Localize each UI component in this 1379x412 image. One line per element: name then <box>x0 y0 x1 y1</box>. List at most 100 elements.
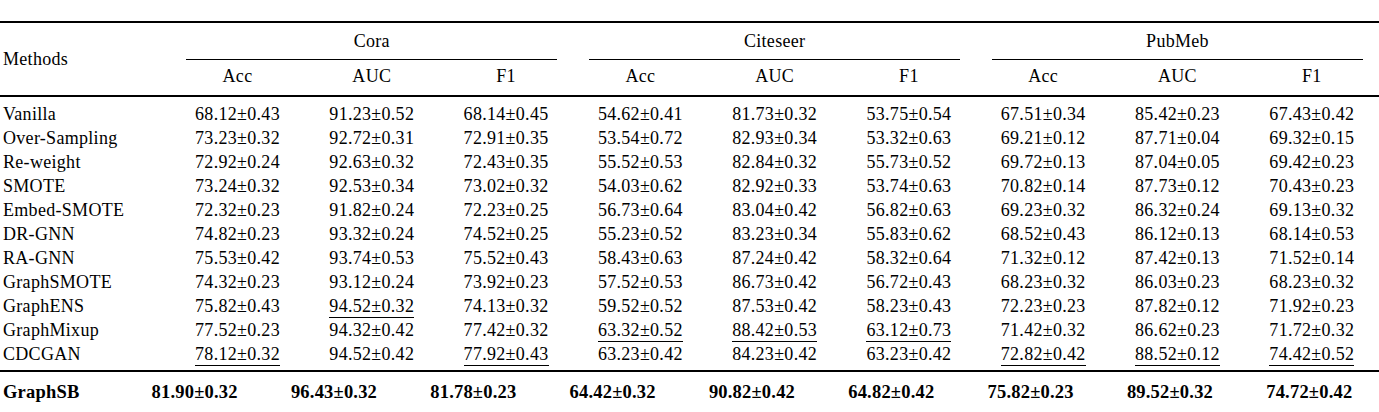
graphsb-values: 81.90±0.3296.43±0.3281.78±0.2364.42±0.32… <box>125 382 1379 403</box>
metric-value: 84.23±0.42 <box>707 342 841 370</box>
metric-value: 86.73±0.42 <box>707 270 841 294</box>
metric-value: 71.42±0.32 <box>976 318 1110 342</box>
graphsb-metric-value: 90.82±0.42 <box>682 382 821 403</box>
metric-value: 58.23±0.43 <box>842 294 976 318</box>
metric-value: 75.53±0.42 <box>170 246 304 270</box>
dataset-header-citeseer: Citeseer <box>573 22 976 60</box>
metric-value: 75.52±0.43 <box>439 246 573 270</box>
metric-value: 53.75±0.54 <box>842 96 976 126</box>
metric-value: 58.32±0.64 <box>842 246 976 270</box>
metric-header-citeseer-f1: F1 <box>842 60 976 96</box>
table-header: Methods Cora Citeseer PubMeb Acc AUC F1 … <box>0 22 1379 96</box>
metric-value: 70.82±0.14 <box>976 174 1110 198</box>
table-row: RA-GNN75.53±0.4293.74±0.5375.52±0.4358.4… <box>0 246 1379 270</box>
metric-value: 69.72±0.13 <box>976 150 1110 174</box>
table-row: Embed-SMOTE72.32±0.2391.82±0.2472.23±0.2… <box>0 198 1379 222</box>
metric-value: 68.52±0.43 <box>976 222 1110 246</box>
metric-value: 88.52±0.12 <box>1110 342 1244 370</box>
metric-value: 55.52±0.53 <box>573 150 707 174</box>
method-name: Re-weight <box>0 150 170 174</box>
metric-value: 83.23±0.34 <box>707 222 841 246</box>
metric-value: 85.42±0.23 <box>1110 96 1244 126</box>
method-name: Vanilla <box>0 96 170 126</box>
metric-value: 92.63±0.32 <box>305 150 439 174</box>
graphsb-result-row: GraphSB 81.90±0.3296.43±0.3281.78±0.2364… <box>0 370 1379 403</box>
metric-header-pubmeb-acc: Acc <box>976 60 1110 96</box>
table-row: Vanilla68.12±0.4391.23±0.5268.14±0.4554.… <box>0 96 1379 126</box>
metric-value: 72.32±0.23 <box>170 198 304 222</box>
metric-value: 71.32±0.12 <box>976 246 1110 270</box>
metric-value: 72.91±0.35 <box>439 126 573 150</box>
dataset-label-cora: Cora <box>186 23 557 60</box>
metric-value: 68.14±0.53 <box>1245 222 1379 246</box>
metric-value: 94.52±0.32 <box>305 294 439 318</box>
metric-value: 87.73±0.12 <box>1110 174 1244 198</box>
metric-value: 56.82±0.63 <box>842 198 976 222</box>
metric-value: 87.42±0.13 <box>1110 246 1244 270</box>
metric-value: 63.32±0.52 <box>573 318 707 342</box>
metric-value: 69.42±0.23 <box>1245 150 1379 174</box>
metric-value: 55.73±0.52 <box>842 150 976 174</box>
metric-value: 71.52±0.14 <box>1245 246 1379 270</box>
method-name: RA-GNN <box>0 246 170 270</box>
metric-value: 86.03±0.23 <box>1110 270 1244 294</box>
metric-value: 56.73±0.64 <box>573 198 707 222</box>
graphsb-metric-value: 74.72±0.42 <box>1240 382 1379 403</box>
graphsb-metric-value: 81.78±0.23 <box>404 382 543 403</box>
metric-value: 54.03±0.62 <box>573 174 707 198</box>
metric-value: 73.24±0.32 <box>170 174 304 198</box>
metric-value: 68.12±0.43 <box>170 96 304 126</box>
metric-value: 53.54±0.72 <box>573 126 707 150</box>
dataset-header-pubmeb: PubMeb <box>976 22 1379 60</box>
metric-value: 92.53±0.34 <box>305 174 439 198</box>
table-row: GraphMixup77.52±0.2394.32±0.4277.42±0.32… <box>0 318 1379 342</box>
method-name: GraphENS <box>0 294 170 318</box>
metric-value: 94.32±0.42 <box>305 318 439 342</box>
metric-value: 93.74±0.53 <box>305 246 439 270</box>
results-table: Methods Cora Citeseer PubMeb Acc AUC F1 … <box>0 21 1379 370</box>
dataset-header-cora: Cora <box>170 22 573 60</box>
metric-value: 81.73±0.32 <box>707 96 841 126</box>
metric-header-pubmeb-auc: AUC <box>1110 60 1244 96</box>
dataset-header-row: Methods Cora Citeseer PubMeb <box>0 22 1379 60</box>
dataset-label-pubmeb: PubMeb <box>992 23 1363 60</box>
metric-value: 72.92±0.24 <box>170 150 304 174</box>
metric-value: 68.23±0.32 <box>976 270 1110 294</box>
metric-value: 55.83±0.62 <box>842 222 976 246</box>
metric-value: 67.51±0.34 <box>976 96 1110 126</box>
metric-value: 68.23±0.32 <box>1245 270 1379 294</box>
metric-header-cora-auc: AUC <box>305 60 439 96</box>
metric-value: 72.23±0.25 <box>439 198 573 222</box>
metric-value: 71.72±0.32 <box>1245 318 1379 342</box>
metric-value: 87.82±0.12 <box>1110 294 1244 318</box>
metric-value: 74.13±0.32 <box>439 294 573 318</box>
metric-value: 69.23±0.32 <box>976 198 1110 222</box>
metric-value: 77.52±0.23 <box>170 318 304 342</box>
metric-value: 91.82±0.24 <box>305 198 439 222</box>
metric-value: 93.32±0.24 <box>305 222 439 246</box>
graphsb-metric-value: 96.43±0.32 <box>264 382 403 403</box>
graphsb-metric-value: 81.90±0.32 <box>125 382 264 403</box>
graphsb-metric-value: 64.82±0.42 <box>822 382 961 403</box>
table-row: Re-weight72.92±0.2492.63±0.3272.43±0.355… <box>0 150 1379 174</box>
table-row: SMOTE73.24±0.3292.53±0.3473.02±0.3254.03… <box>0 174 1379 198</box>
methods-column-header: Methods <box>0 22 170 96</box>
method-name: DR-GNN <box>0 222 170 246</box>
metric-value: 73.23±0.32 <box>170 126 304 150</box>
metric-value: 77.92±0.43 <box>439 342 573 370</box>
metric-value: 71.92±0.23 <box>1245 294 1379 318</box>
metric-value: 74.82±0.23 <box>170 222 304 246</box>
metric-value: 69.13±0.32 <box>1245 198 1379 222</box>
metric-value: 74.52±0.25 <box>439 222 573 246</box>
metric-value: 83.04±0.42 <box>707 198 841 222</box>
table-row: GraphENS75.82±0.4394.52±0.3274.13±0.3259… <box>0 294 1379 318</box>
metric-value: 72.82±0.42 <box>976 342 1110 370</box>
metric-value: 75.82±0.43 <box>170 294 304 318</box>
metric-value: 73.02±0.32 <box>439 174 573 198</box>
metric-header-cora-f1: F1 <box>439 60 573 96</box>
metric-value: 78.12±0.32 <box>170 342 304 370</box>
metric-value: 72.23±0.23 <box>976 294 1110 318</box>
metric-value: 54.62±0.41 <box>573 96 707 126</box>
method-name: GraphSMOTE <box>0 270 170 294</box>
metric-header-pubmeb-f1: F1 <box>1245 60 1379 96</box>
